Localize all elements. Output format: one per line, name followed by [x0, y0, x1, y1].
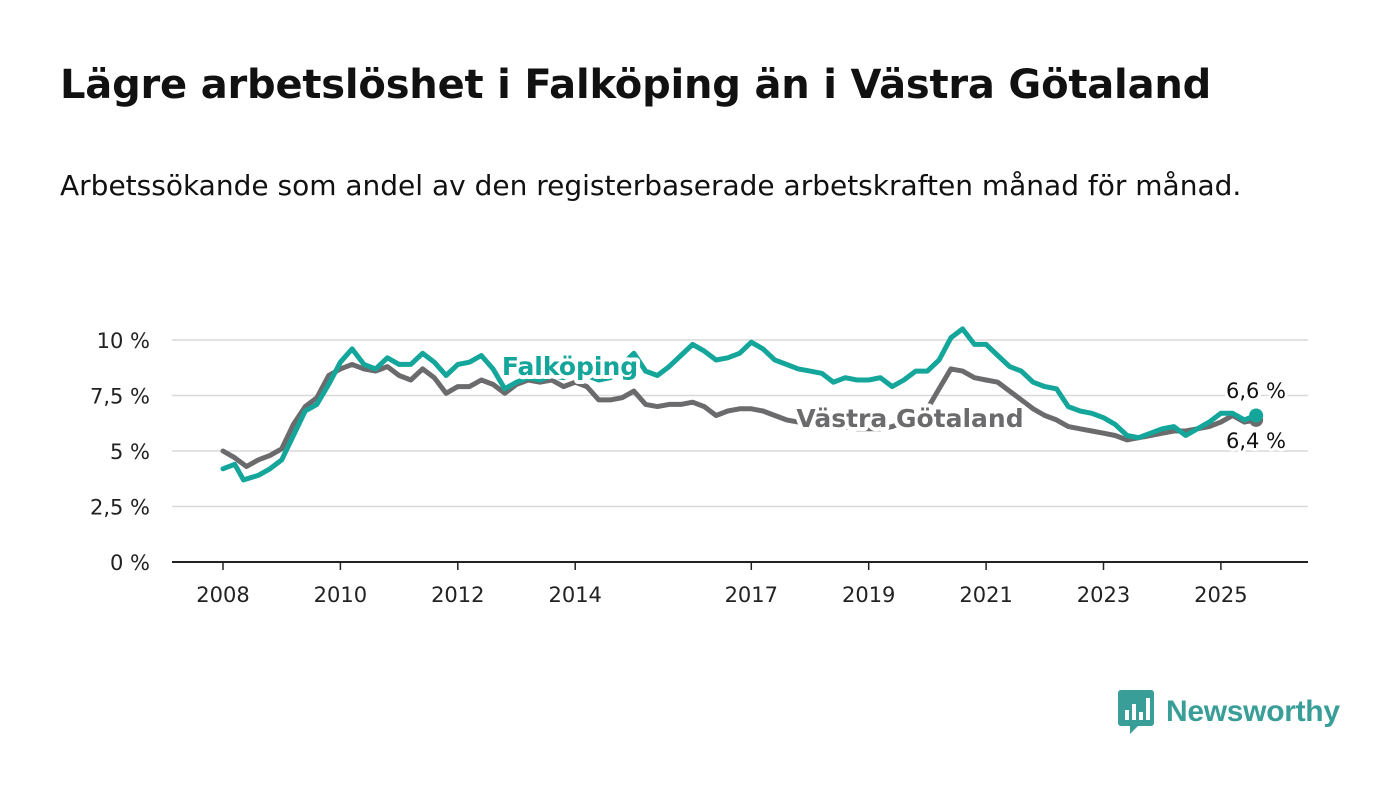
x-tick-label: 2025: [1194, 583, 1247, 607]
x-tick-label: 2019: [842, 583, 895, 607]
series-label: Västra Götaland: [796, 404, 1023, 433]
series-lines: [220, 326, 1264, 483]
end-value-label: 6,4 %: [1226, 429, 1286, 453]
y-tick-label: 7,5 %: [90, 385, 150, 409]
brand-name: Newsworthy: [1166, 695, 1340, 728]
x-tick-label: 2008: [196, 583, 249, 607]
x-axis: 2008 2010 2012 2014 2017 2019 2021 2023 2025: [196, 562, 1248, 607]
y-tick-label: 10 %: [97, 329, 150, 353]
chart-title: Lägre arbetslöshet i Falköping än i Väst…: [60, 62, 1212, 108]
y-tick-label: 5 %: [110, 440, 150, 464]
end-value-label-halo: 6,6 %: [1226, 379, 1286, 403]
x-tick-label: 2021: [959, 583, 1012, 607]
series-end-point: [1249, 408, 1264, 423]
x-tick-label: 2017: [725, 583, 778, 607]
series-line-vastra-gotaland: [220, 361, 1259, 469]
grid-lines: [172, 339, 1308, 563]
x-tick-label: 2010: [314, 583, 367, 607]
end-value-label-halo: 6,4 %: [1226, 429, 1286, 453]
line-chart: 0 % 2,5 % 5 % 7,5 % 10 % 2008 2010 2012 2014 201…: [90, 326, 1308, 607]
y-tick-label: 2,5 %: [90, 496, 150, 520]
series-label-halo: Västra Götaland: [796, 404, 1023, 433]
newsworthy-logo: Newsworthy: [1118, 690, 1340, 734]
series-label: Falköping: [502, 352, 638, 381]
x-tick-label: 2012: [431, 583, 484, 607]
bar-chart-speech-bubble-icon: [1118, 690, 1154, 734]
series-line-falkoping: [220, 326, 1259, 483]
series-label-halo: Falköping: [502, 352, 638, 381]
x-tick-label: 2023: [1077, 583, 1130, 607]
y-axis: 0 % 2,5 % 5 % 7,5 % 10 %: [90, 329, 150, 575]
chart-subtitle: Arbetssökande som andel av den registerb…: [60, 169, 1242, 202]
end-value-label: 6,6 %: [1226, 379, 1286, 403]
y-tick-label: 0 %: [110, 551, 150, 575]
x-tick-label: 2014: [548, 583, 601, 607]
